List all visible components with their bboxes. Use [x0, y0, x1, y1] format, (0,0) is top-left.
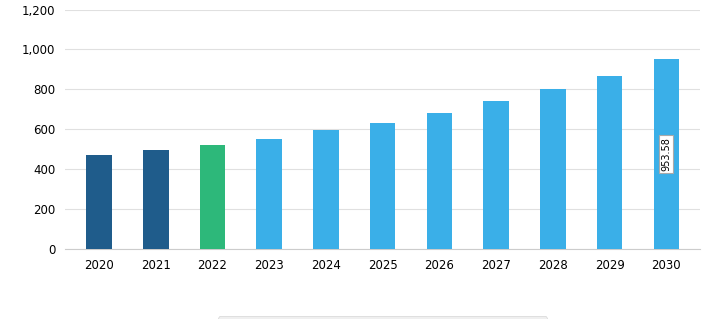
Bar: [200, 145, 225, 249]
Legend: Historical Year, Base Year, Forecast Year: Historical Year, Base Year, Forecast Yea…: [218, 316, 547, 319]
Bar: [597, 76, 622, 249]
Bar: [540, 89, 565, 249]
Bar: [370, 122, 396, 249]
Bar: [143, 150, 168, 249]
Bar: [427, 113, 452, 249]
Bar: [86, 155, 112, 249]
Bar: [483, 101, 509, 249]
Bar: [256, 138, 282, 249]
Bar: [313, 130, 339, 249]
Text: 953.58: 953.58: [661, 137, 671, 171]
Bar: [653, 59, 679, 249]
